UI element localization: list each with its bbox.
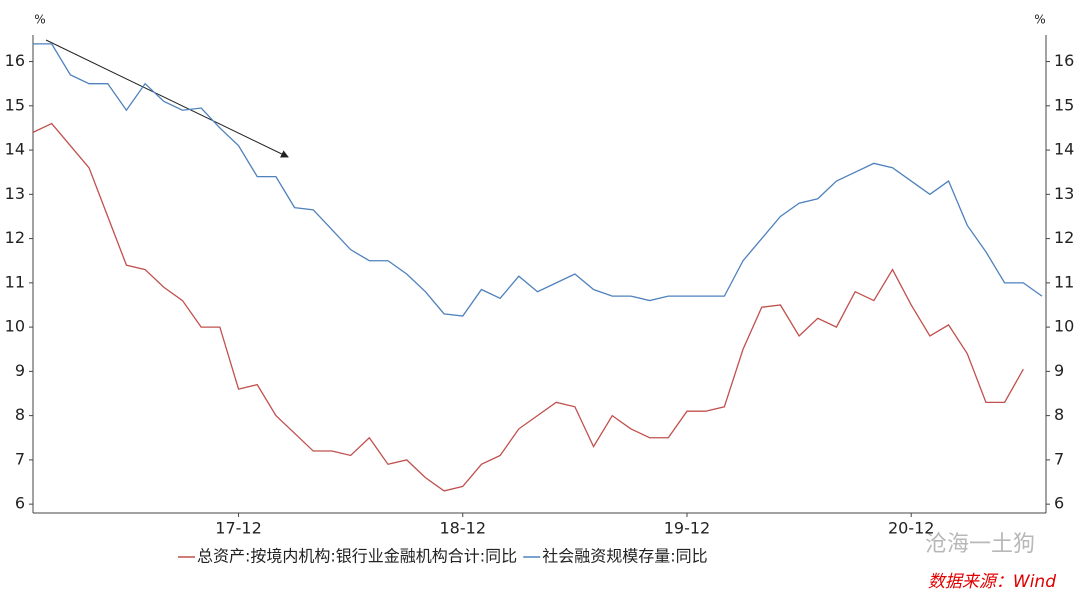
y-tick-label: 15 [5, 95, 25, 114]
trend-arrow [45, 39, 289, 158]
y-tick-label: 9 [15, 361, 25, 380]
y2-tick-label: 11 [1054, 272, 1074, 291]
y-tick-label: 8 [15, 405, 25, 424]
legend-label: 总资产:按境内机构:银行业金融机构合计:同比 [197, 547, 517, 566]
x-tick-label: 18-12 [440, 519, 487, 538]
y-axis-unit: % [34, 13, 45, 27]
y2-tick-label: 8 [1054, 405, 1064, 424]
y-tick-label: 11 [5, 272, 25, 291]
x-tick-label: 17-12 [215, 519, 262, 538]
y2-tick-label: 13 [1054, 184, 1074, 203]
y-tick-label: 13 [5, 184, 25, 203]
y2-tick-label: 16 [1054, 51, 1074, 70]
source-note: 数据来源：Wind [928, 572, 1056, 592]
series-line [33, 43, 1043, 317]
y-tick-label: 6 [15, 494, 25, 513]
y2-tick-label: 12 [1054, 228, 1074, 247]
x-tick-label: 19-12 [664, 519, 711, 538]
y-tick-label: 14 [5, 140, 25, 159]
y2-tick-label: 14 [1054, 140, 1074, 159]
watermark: 沧海一土狗 [925, 532, 1035, 557]
y2-tick-label: 10 [1054, 317, 1074, 336]
y2-tick-label: 9 [1054, 361, 1064, 380]
legend-label: 社会融资规模存量:同比 [542, 547, 707, 566]
y2-tick-label: 6 [1054, 494, 1064, 513]
y-tick-label: 7 [15, 449, 25, 468]
y2-tick-label: 15 [1054, 95, 1074, 114]
series-line [32, 122, 1024, 492]
y2-tick-label: 7 [1054, 449, 1064, 468]
y-tick-label: 10 [5, 317, 25, 336]
y2-axis-unit: % [1034, 13, 1045, 27]
x-tick-label: 20-12 [888, 519, 935, 538]
y-tick-label: 12 [5, 228, 25, 247]
y-tick-label: 16 [5, 51, 25, 70]
